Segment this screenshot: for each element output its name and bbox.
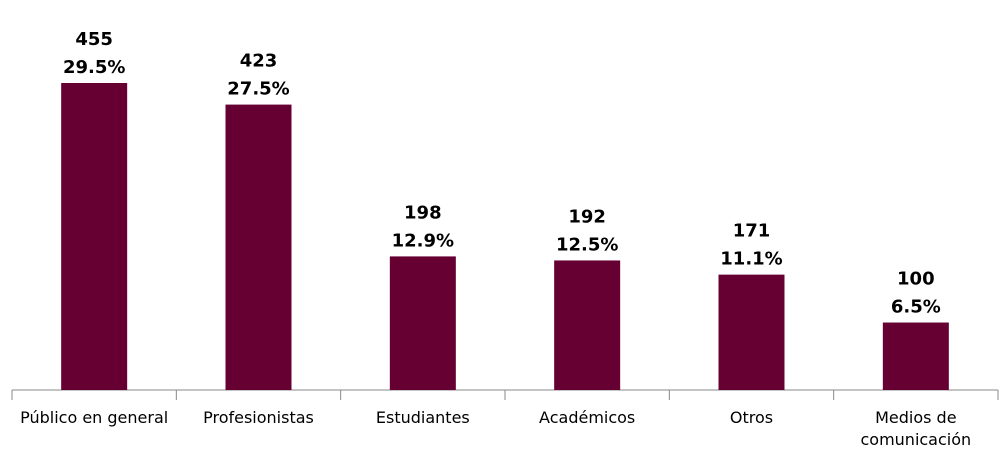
x-tick-label: Medios de comunicación	[860, 408, 972, 449]
x-tick-label: Otros	[729, 408, 774, 427]
bar	[554, 260, 621, 390]
x-tick-label: Profesionistas	[203, 408, 314, 427]
percent-label: 11.1%	[720, 249, 782, 270]
x-tick-label: Académicos	[539, 408, 636, 427]
x-tick-label: Público en general	[20, 408, 169, 427]
percent-label: 12.9%	[392, 230, 454, 251]
percent-label: 27.5%	[227, 79, 289, 100]
bar	[718, 274, 785, 390]
value-label: 423	[240, 51, 278, 72]
value-label: 455	[75, 29, 113, 50]
bar	[225, 104, 292, 390]
percent-label: 12.5%	[556, 234, 618, 255]
percent-label: 29.5%	[63, 57, 125, 78]
value-label: 171	[733, 221, 771, 242]
percent-label: 6.5%	[891, 297, 941, 318]
value-label: 198	[404, 202, 442, 223]
bar	[61, 83, 128, 390]
bar	[389, 256, 456, 390]
x-tick-label: Estudiantes	[375, 408, 470, 427]
bar	[882, 322, 949, 390]
value-label: 192	[568, 206, 606, 227]
value-label: 100	[897, 269, 935, 290]
